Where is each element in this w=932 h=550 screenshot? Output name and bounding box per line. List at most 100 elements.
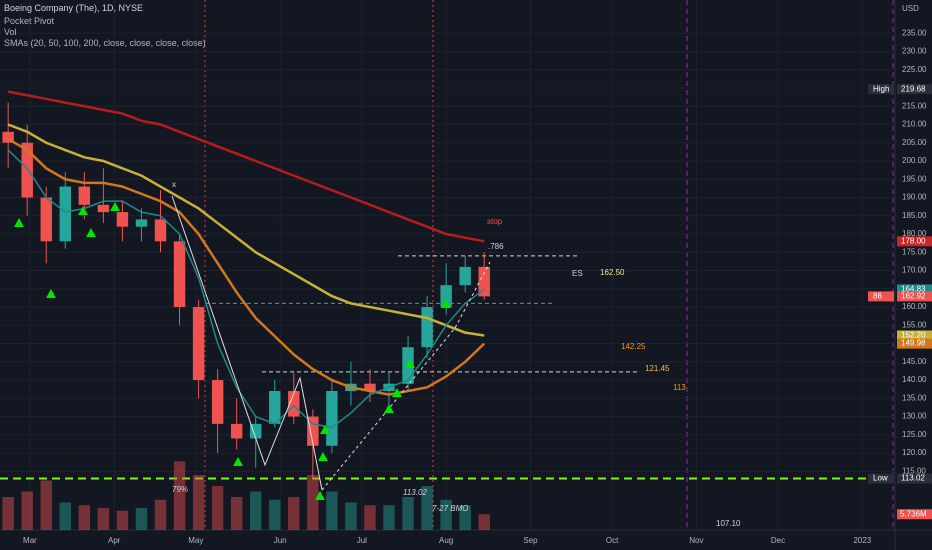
annotation: .786 <box>488 242 504 251</box>
sma-line <box>7 138 486 396</box>
annotation: 107.10 <box>716 519 741 528</box>
price-tag-label: 149.98 <box>901 339 926 348</box>
price-tag <box>897 236 932 247</box>
volume-bar <box>116 510 129 530</box>
x-tick-label: 2023 <box>853 536 871 545</box>
x-tick-label: Jun <box>274 536 287 545</box>
y-tick-label: 170.00 <box>902 266 927 275</box>
y-tick-label: 145.00 <box>902 357 927 366</box>
price-tag-label: 113.02 <box>901 474 925 483</box>
y-tick-label: 140.00 <box>902 375 927 384</box>
volume-bar <box>211 486 224 530</box>
volume-bar <box>288 497 300 530</box>
candle-body <box>59 186 72 242</box>
candle-body <box>326 391 338 446</box>
x-tick-label: Apr <box>108 536 121 545</box>
candle-body <box>2 131 14 143</box>
x-tick-label: Mar <box>23 536 37 545</box>
y-tick-label: 230.00 <box>902 47 927 56</box>
currency: USD <box>902 4 919 13</box>
candle-body <box>192 307 205 381</box>
volume-bar <box>459 505 471 530</box>
volume-bar <box>478 514 490 530</box>
volume-bar <box>154 499 167 530</box>
price-tag <box>897 509 932 520</box>
volume-bar <box>2 497 14 530</box>
volume-bar <box>97 508 110 530</box>
volume-bar <box>40 480 52 530</box>
annotation: 162.50 <box>600 268 625 277</box>
annotation: 113 <box>673 383 686 392</box>
signals <box>14 202 451 500</box>
y-tick-label: 205.00 <box>902 138 927 147</box>
candle-body <box>269 391 281 424</box>
volume-bar <box>135 508 148 530</box>
candle-body <box>250 423 262 439</box>
y-tick-label: 185.00 <box>902 211 927 220</box>
volume-bar <box>21 491 33 530</box>
y-tick-label: 120.00 <box>902 448 927 457</box>
price-tag <box>897 473 932 484</box>
candle-body <box>421 307 433 348</box>
candle-body <box>307 416 319 446</box>
price-tag-label: 219.68 <box>901 84 926 93</box>
price-tag-name-bg <box>868 84 894 95</box>
x-tick-label: Nov <box>689 536 703 545</box>
price-tag-label: 178.00 <box>901 236 926 245</box>
price-tag <box>897 284 932 295</box>
volume-bar <box>364 505 376 530</box>
candle-body <box>364 383 376 392</box>
annotation: x <box>172 180 176 189</box>
volume-bar <box>78 505 91 530</box>
candle-body <box>97 204 110 213</box>
volume-bar <box>345 502 357 530</box>
volume-bar <box>383 505 395 530</box>
price-tag <box>897 330 932 341</box>
candle-body <box>173 241 186 308</box>
sma-line <box>7 123 485 337</box>
indicator: Pocket Pivot <box>4 16 55 26</box>
y-tick-label: 225.00 <box>902 65 927 74</box>
candle-body <box>21 142 33 198</box>
y-tick-label: 215.00 <box>902 101 927 110</box>
candle-body <box>230 423 243 439</box>
candle-body <box>78 186 91 205</box>
price-tag-name: 86 <box>873 291 882 300</box>
sma-line <box>7 149 485 429</box>
volume-bar <box>326 491 338 530</box>
volume-bar <box>230 497 243 530</box>
annotation: 79% <box>172 485 188 494</box>
candle-body <box>116 212 129 227</box>
candle-body <box>40 197 52 242</box>
y-tick-label: 135.00 <box>902 393 927 402</box>
drawings: ES 162.50 142.25 121.45 113 stop .786 79% 113.02… <box>14 180 741 528</box>
y-tick-label: 175.00 <box>902 247 927 256</box>
volume-bar <box>269 499 281 530</box>
candle-body <box>135 219 148 227</box>
candle-body <box>211 380 224 424</box>
indicator: SMAs (20, 50, 100, 200, close, close, cl… <box>4 38 206 48</box>
indicator: Vol <box>4 27 17 37</box>
sma-line <box>7 90 485 243</box>
volume-bar <box>59 502 72 530</box>
zigzag <box>171 195 323 491</box>
y-tick-label: 235.00 <box>902 28 927 37</box>
price-tag-name: High <box>873 84 889 93</box>
price-tag <box>897 338 932 349</box>
annotation: 142.25 <box>621 342 646 351</box>
volume-bar <box>307 475 319 530</box>
volume-bar <box>192 475 205 530</box>
price-tag-name-bg <box>868 291 894 302</box>
y-tick-label: 180.00 <box>902 229 927 238</box>
y-tick-label: 200.00 <box>902 156 927 165</box>
y-tick-label: 115.00 <box>902 466 926 475</box>
y-tick-label: 195.00 <box>902 174 927 183</box>
annotation: 7-27 BMO <box>432 504 468 513</box>
price-tag <box>897 84 932 95</box>
candle-body <box>478 266 490 297</box>
y-tick-label: 130.00 <box>902 412 927 421</box>
x-tick-label: Sep <box>523 536 538 545</box>
volume-bar <box>421 486 433 530</box>
